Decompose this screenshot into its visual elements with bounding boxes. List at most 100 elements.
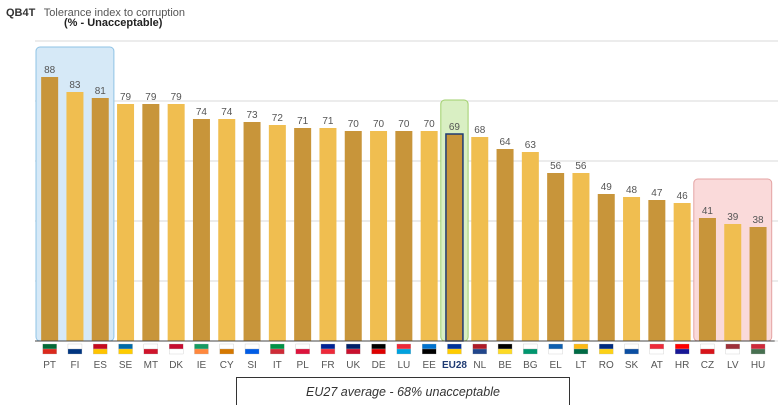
value-label-fi: 83	[69, 80, 81, 91]
flag-icon-ee	[421, 343, 437, 355]
tick-label-fr: FR	[321, 360, 334, 371]
value-label-cz: 41	[702, 206, 714, 217]
flag-icon-se	[118, 343, 133, 355]
bar-fi	[66, 92, 84, 341]
bar-de	[370, 131, 388, 341]
value-label-cy: 74	[221, 107, 233, 118]
value-label-hu: 38	[752, 215, 764, 226]
flag-stripe	[270, 343, 285, 350]
bar-lv	[724, 224, 742, 341]
value-label-bg: 63	[525, 140, 537, 151]
tick-label-cy: CY	[220, 360, 234, 371]
bar-lu	[395, 131, 413, 341]
tick-label-eu28: EU28	[442, 360, 467, 371]
bar-it	[268, 125, 286, 341]
flag-icon-eu28	[447, 343, 462, 355]
flag-icon-sk	[624, 343, 639, 355]
flag-stripe	[346, 348, 361, 355]
tick-label-it: IT	[273, 360, 282, 371]
value-label-pl: 71	[297, 116, 309, 127]
bar-hu	[749, 227, 767, 341]
flag-stripe	[42, 343, 57, 350]
flag-stripe	[447, 343, 462, 350]
value-label-de: 70	[373, 119, 385, 130]
flag-stripe	[421, 343, 437, 350]
bar-si	[243, 122, 261, 341]
tick-label-lt: LT	[575, 360, 586, 371]
bar-lt	[572, 173, 590, 341]
tick-label-el: EL	[550, 360, 563, 371]
tick-label-pt: PT	[43, 360, 56, 371]
flag-stripe	[624, 343, 639, 350]
value-label-lu: 70	[398, 119, 410, 130]
tick-label-sk: SK	[625, 360, 639, 371]
value-label-es: 81	[95, 86, 107, 97]
flag-stripe	[118, 343, 133, 350]
bar-nl	[471, 137, 489, 341]
bar-cy	[218, 119, 236, 341]
flag-stripe	[523, 343, 538, 350]
flag-icon-lt	[573, 343, 589, 355]
value-label-dk: 79	[171, 92, 183, 103]
flag-stripe	[168, 348, 184, 355]
flag-stripe	[700, 348, 715, 355]
bar-pt	[41, 77, 59, 341]
flag-stripe	[472, 348, 487, 355]
bar-dk	[167, 104, 185, 341]
value-label-eu28: 69	[449, 122, 461, 133]
tick-label-ro: RO	[599, 360, 614, 371]
chart-title: Tolerance index to corruption	[43, 7, 186, 19]
flag-stripe	[371, 343, 386, 350]
footnote: EU27 average - 68% unacceptable	[236, 377, 570, 405]
flag-stripe	[750, 343, 766, 350]
flag-stripe	[725, 348, 740, 355]
tick-label-nl: NL	[473, 360, 486, 371]
flag-icon-bg	[523, 343, 538, 355]
bar-se	[117, 104, 135, 341]
value-label-hr: 46	[677, 191, 689, 202]
value-label-at: 47	[651, 188, 663, 199]
flag-icon-pt	[42, 343, 57, 355]
flag-icon-ro	[599, 343, 614, 355]
value-label-pt: 88	[44, 65, 56, 76]
flag-stripe	[371, 348, 386, 355]
flag-stripe	[675, 348, 690, 355]
chart-subtitle: (% - Unacceptable)	[64, 17, 163, 29]
flag-stripe	[194, 343, 209, 350]
flag-icon-el	[548, 343, 563, 355]
bar-es	[91, 98, 109, 341]
flag-icon-hr	[675, 343, 690, 355]
flag-stripe	[93, 348, 108, 355]
flag-stripe	[67, 343, 83, 350]
value-label-lt: 56	[575, 161, 587, 172]
flag-stripe	[725, 343, 740, 350]
tick-label-de: DE	[372, 360, 386, 371]
flag-stripe	[346, 343, 361, 350]
flag-stripe	[320, 348, 336, 355]
flag-stripe	[548, 348, 563, 355]
flag-icon-lu	[396, 343, 412, 355]
bar-pl	[294, 128, 312, 341]
flag-stripe	[421, 348, 437, 355]
flag-stripe	[649, 348, 664, 355]
value-label-fr: 71	[322, 116, 334, 127]
flag-icon-cy	[219, 343, 234, 355]
tick-label-hr: HR	[675, 360, 689, 371]
flag-stripe	[396, 343, 412, 350]
flag-stripe	[472, 343, 487, 350]
tick-label-mt: MT	[144, 360, 158, 371]
flag-stripe	[219, 348, 234, 355]
flag-stripe	[497, 348, 513, 355]
tick-label-lv: LV	[727, 360, 739, 371]
bar-uk	[344, 131, 362, 341]
flag-icon-hu	[750, 343, 766, 355]
bar-sk	[623, 197, 641, 341]
value-label-sk: 48	[626, 185, 638, 196]
tick-label-ie: IE	[197, 360, 207, 371]
flag-stripe	[295, 343, 310, 350]
tick-label-se: SE	[119, 360, 133, 371]
flag-icon-es	[93, 343, 108, 355]
tick-label-uk: UK	[346, 360, 360, 371]
flag-stripe	[244, 348, 260, 355]
